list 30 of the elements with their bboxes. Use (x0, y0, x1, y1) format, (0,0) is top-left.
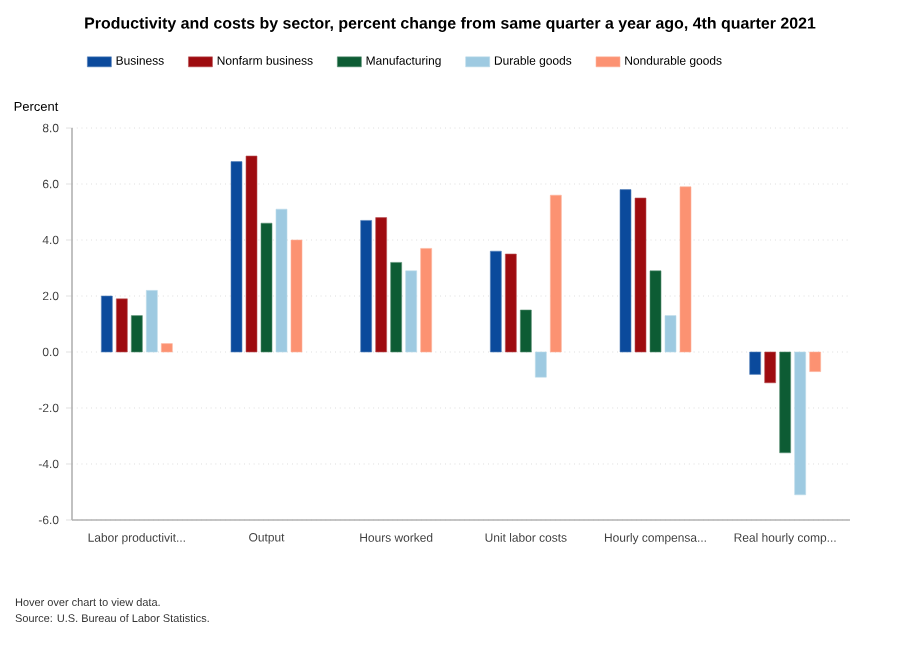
bar (260, 222, 273, 353)
bar (390, 262, 402, 353)
bar (520, 309, 532, 353)
bar (420, 248, 432, 353)
bar (505, 253, 517, 353)
bar (230, 161, 243, 353)
bar (161, 343, 173, 353)
bar (131, 315, 143, 353)
bar (375, 217, 387, 353)
bar (619, 189, 632, 353)
bar (679, 186, 692, 353)
bar (809, 351, 821, 372)
bar (664, 315, 677, 353)
bar (360, 220, 372, 353)
bar (146, 290, 158, 353)
bar (101, 295, 113, 353)
bar (275, 208, 288, 353)
bar (290, 239, 303, 353)
bar (535, 351, 547, 378)
bar (764, 351, 776, 384)
bar (794, 351, 806, 496)
bar (490, 250, 502, 353)
bar (405, 270, 417, 353)
bar (550, 194, 562, 353)
bar (634, 197, 647, 353)
bar (649, 270, 662, 353)
bar (116, 298, 128, 353)
bar (779, 351, 791, 454)
bar (245, 155, 258, 353)
bar (749, 351, 761, 375)
